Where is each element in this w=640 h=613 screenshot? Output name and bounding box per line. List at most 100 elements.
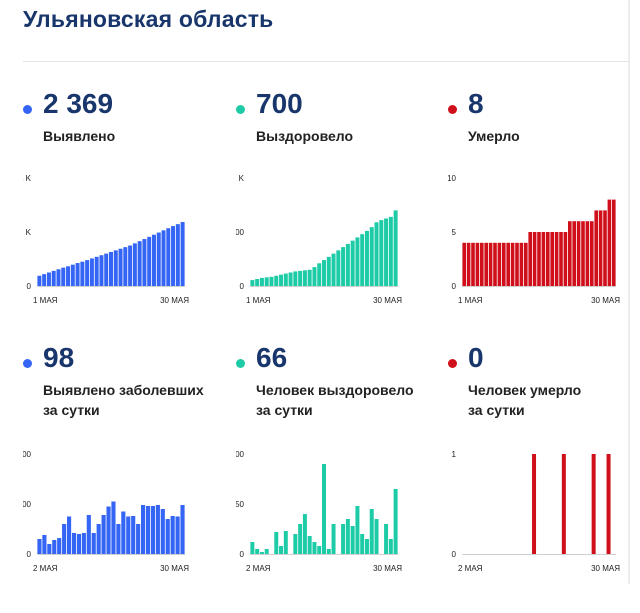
bar xyxy=(180,505,185,554)
bar xyxy=(331,253,336,286)
bar xyxy=(568,221,572,286)
bar xyxy=(269,276,274,286)
y-tick-label: 0 xyxy=(452,550,457,559)
bar xyxy=(57,538,62,554)
bar xyxy=(355,237,360,286)
page-title: Ульяновская область xyxy=(23,6,274,32)
bar xyxy=(532,454,537,554)
bar xyxy=(360,534,365,554)
bar xyxy=(121,511,126,554)
y-tick-label: 100 xyxy=(23,500,32,509)
bar xyxy=(462,242,466,286)
bar xyxy=(350,240,355,286)
bar xyxy=(170,516,175,554)
daily-value: 98 xyxy=(43,342,75,373)
chart-recovered-daily: 0 50 100 2 МАЯ 30 МАЯ xyxy=(236,450,402,573)
bar xyxy=(171,226,176,286)
bar xyxy=(317,263,322,286)
bar xyxy=(360,234,365,286)
bar xyxy=(572,221,576,286)
bar xyxy=(532,232,537,286)
bar xyxy=(118,248,123,286)
bar xyxy=(524,242,528,286)
bar xyxy=(255,278,260,286)
bar xyxy=(165,519,170,554)
total-value: 700 xyxy=(256,88,303,119)
bar xyxy=(388,216,393,286)
bar xyxy=(341,247,346,286)
bar xyxy=(150,506,155,554)
bar xyxy=(126,516,131,554)
bar xyxy=(142,239,147,286)
bar xyxy=(155,505,160,554)
bar xyxy=(160,509,165,554)
panel-detected-daily: 98 Выявлено заболевших за сутки 0 100 200 2… xyxy=(23,338,219,613)
bar xyxy=(541,232,546,286)
bar xyxy=(128,245,133,286)
bar xyxy=(71,533,77,554)
y-tick-label: 10 xyxy=(448,174,457,183)
bar xyxy=(466,242,471,286)
label-line: Выздоровело xyxy=(256,128,354,144)
bar xyxy=(364,539,369,554)
y-tick-label: 5 xyxy=(452,228,457,237)
bar xyxy=(37,539,42,554)
panel-died: 8 Умерло 0 5 10 1 МАЯ 30 МАЯ xyxy=(448,84,640,359)
y-tick-label: 4 K xyxy=(23,174,32,183)
bar xyxy=(46,272,51,286)
bar xyxy=(326,549,331,554)
bar xyxy=(591,454,596,554)
panel-label: Человек выздоровело за сутки xyxy=(256,380,436,420)
chart-died-daily: 0 1 2 МАЯ 30 МАЯ xyxy=(452,450,621,573)
bar xyxy=(506,242,510,286)
bar xyxy=(136,524,141,554)
bar xyxy=(99,255,104,286)
total-value: 8 xyxy=(468,88,484,119)
panel-recovered-daily: 66 Человек выздоровело за сутки 0 50 100 2 … xyxy=(236,338,432,613)
bar xyxy=(283,531,288,554)
bar xyxy=(326,256,331,286)
bar xyxy=(369,227,374,286)
y-tick-label: 2 K xyxy=(23,228,32,237)
bar xyxy=(259,552,264,554)
bar xyxy=(80,261,85,286)
chart-detected-daily: 0 100 200 2 МАЯ 30 МАЯ xyxy=(23,450,189,573)
bar xyxy=(598,210,603,286)
bar xyxy=(576,221,581,286)
blue-dot-icon xyxy=(23,105,32,114)
bar xyxy=(91,533,96,554)
bar xyxy=(151,234,156,286)
bar xyxy=(345,243,350,286)
x-tick-label-end: 30 МАЯ xyxy=(373,296,402,305)
bar xyxy=(471,242,475,286)
bar xyxy=(250,542,255,554)
bar xyxy=(561,454,566,554)
blue-dot-icon xyxy=(23,359,32,368)
bar xyxy=(515,242,519,286)
bar xyxy=(581,221,585,286)
panel-label: Человек умерло за сутки xyxy=(468,380,640,420)
x-tick-label-end: 30 МАЯ xyxy=(373,564,402,573)
bar xyxy=(345,519,350,554)
bar xyxy=(298,270,303,286)
bar xyxy=(279,274,284,286)
bar xyxy=(298,524,303,554)
label-line: за сутки xyxy=(43,402,100,418)
bar xyxy=(559,232,563,286)
bar xyxy=(145,506,151,554)
bar xyxy=(369,509,374,554)
panel-detected: 2 369 Выявлено 0 2 K 4 K 1 МАЯ 30 МАЯ xyxy=(23,84,219,359)
bar xyxy=(116,524,121,554)
y-tick-label: 0 xyxy=(240,550,245,559)
bar xyxy=(563,232,568,286)
bar xyxy=(341,524,346,554)
bar xyxy=(161,230,166,286)
x-tick-label-start: 1 МАЯ xyxy=(458,296,483,305)
y-tick-label: 1 K xyxy=(236,174,245,183)
bar xyxy=(62,524,67,554)
bar xyxy=(147,236,152,286)
bar xyxy=(274,532,279,554)
bar xyxy=(546,232,550,286)
bar xyxy=(52,540,57,554)
bar xyxy=(47,544,52,554)
